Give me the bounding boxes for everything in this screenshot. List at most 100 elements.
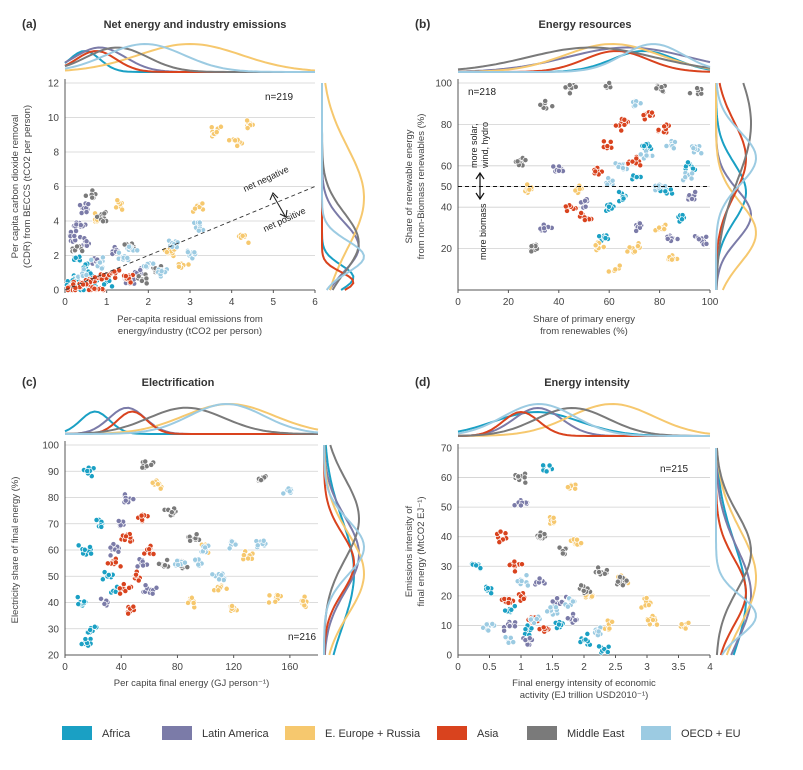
data-point [555,621,562,628]
y-axis-label: Share of renewable energyfrom non-Biomas… [404,114,427,260]
data-point [669,256,675,263]
data-point [100,218,107,225]
data-point [140,562,147,569]
data-point [196,219,203,226]
data-point [685,159,691,166]
data-point [163,249,170,256]
data-point [553,604,559,611]
y-tick-label: 6 [53,182,59,193]
data-point [113,204,120,211]
data-point [188,594,195,601]
y-axis-label-line: Emissions intensity of [404,505,415,597]
data-point [592,168,599,175]
data-point [75,542,82,549]
data-point [572,485,579,492]
data-point [184,249,191,256]
data-point [670,145,677,152]
data-point [142,458,149,465]
sample-size-label: n=218 [468,87,497,98]
data-point [215,587,222,594]
data-point [232,541,239,548]
data-point [609,618,616,625]
marginal-density-right [715,82,748,291]
annotation: net positive [262,206,307,234]
data-point [115,249,122,256]
y-tick-label: 100 [435,79,452,90]
data-point [653,85,660,92]
data-point [130,496,137,503]
data-point [79,248,86,254]
data-point [661,123,668,130]
data-point [91,623,98,630]
data-point [75,601,82,608]
data-point [83,238,90,245]
data-point [515,473,522,480]
data-point [566,82,573,88]
data-point [524,582,531,589]
marginal-density-right [323,444,361,656]
data-point [620,195,627,202]
data-point [78,641,85,647]
data-point [506,623,513,630]
data-point [274,592,281,599]
data-point [245,555,252,562]
data-point [520,595,527,602]
diagonal-line [64,186,316,291]
data-point [72,254,79,261]
data-point [130,603,137,610]
data-point [522,626,529,633]
data-point [502,634,509,641]
data-point [280,490,287,497]
data-point [533,615,540,622]
arrow-head [279,209,288,218]
data-point [556,544,563,551]
panel-label: (b) [415,17,430,31]
panel-b: (b) Energy resources 20 40 50 60 80 100 0 20 40 60 8… [404,17,758,337]
y-tick-label: 40 [48,598,60,609]
x-axis-label: energy/industry (tCO2 per person) [118,326,262,337]
data-point [209,571,216,578]
data-point [631,248,638,255]
scatter-points [63,117,256,293]
data-point [555,167,562,174]
x-tick-label: 80 [172,662,184,673]
data-point [537,101,544,108]
data-point [91,285,98,292]
data-point [185,599,191,606]
data-point [614,578,621,585]
data-point [77,202,83,209]
data-point [526,186,533,193]
data-point [98,265,105,272]
data-point [618,127,625,134]
data-point [501,627,508,634]
data-point [689,195,695,202]
data-point [576,186,583,193]
data-point [122,497,129,504]
arrow-head [475,171,485,180]
data-point [703,233,710,240]
data-point [541,225,547,232]
legend-label: Latin America [202,728,270,740]
data-point [572,83,579,90]
x-tick-label: 5 [271,297,277,308]
data-point [187,537,194,544]
data-point [692,189,699,195]
data-point [254,542,261,549]
data-point [679,216,685,223]
data-point [99,576,106,583]
data-point [595,628,602,635]
data-point [485,627,492,634]
data-point [559,550,566,557]
x-tick-label: 0.5 [483,662,497,673]
data-point [119,206,126,213]
data-point [619,582,626,589]
data-point [564,603,571,610]
annotation: net negative [242,164,291,194]
data-point [574,536,580,543]
data-point [640,112,647,119]
marginal-density-right [715,448,757,656]
data-point [497,528,504,535]
data-point [184,564,191,571]
data-point [111,268,118,275]
data-point [510,639,517,646]
